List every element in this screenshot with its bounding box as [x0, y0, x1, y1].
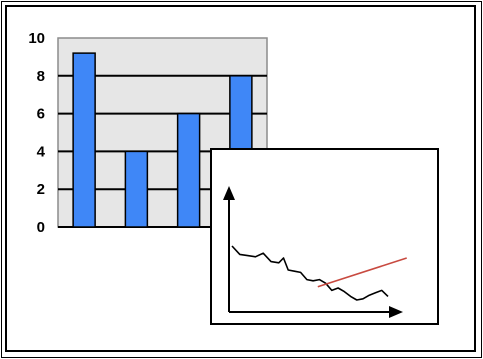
y-tick-label: 6	[37, 106, 45, 123]
y-tick-label: 2	[37, 181, 45, 198]
inset-chart-box	[210, 148, 439, 325]
y-tick-label: 4	[37, 143, 46, 160]
inner-border	[5, 5, 476, 352]
inset-line-chart	[210, 148, 439, 325]
bar	[176, 112, 201, 228]
y-tick-label: 8	[37, 68, 45, 85]
bar	[72, 52, 96, 228]
y-axis-arrowhead	[223, 186, 235, 200]
bar	[124, 150, 149, 228]
y-tick-label: 0	[37, 219, 45, 236]
inset-data-line	[231, 245, 389, 301]
inset-trend-line	[317, 257, 407, 288]
x-axis-arrowhead	[389, 306, 403, 318]
y-tick-label: 10	[28, 30, 45, 47]
bar-y-tick-labels: 0 2 4 6 8 10	[28, 30, 45, 236]
inset-axes	[223, 186, 403, 318]
